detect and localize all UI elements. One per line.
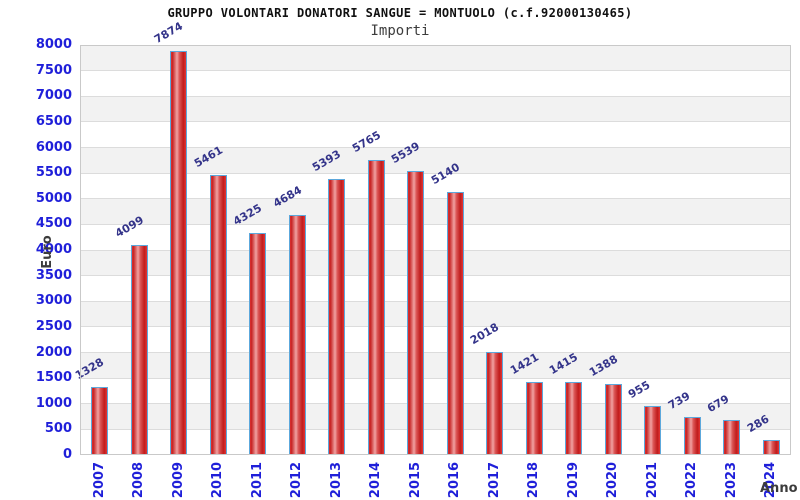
bar xyxy=(367,159,385,455)
bar xyxy=(407,171,425,455)
grid-band xyxy=(80,301,791,327)
grid-line xyxy=(80,403,791,405)
grid-line xyxy=(80,326,791,328)
y-tick-label: 8000 xyxy=(35,37,72,52)
bar xyxy=(170,51,188,455)
bar xyxy=(249,233,267,455)
grid-line xyxy=(80,147,791,148)
x-tick-label: 2019 xyxy=(565,461,581,499)
y-tick-label: 2000 xyxy=(35,344,72,360)
y-tick-label: 4000 xyxy=(35,242,72,257)
x-tick-label: 2013 xyxy=(328,461,344,499)
x-tick-label: 2021 xyxy=(644,461,660,499)
grid-line xyxy=(80,377,791,379)
bar xyxy=(604,383,622,455)
x-tick-label: 2014 xyxy=(368,461,384,499)
grid-line xyxy=(80,121,791,123)
bar xyxy=(446,191,464,455)
grid-band xyxy=(80,352,791,379)
bar xyxy=(209,175,227,455)
x-tick-label: 2009 xyxy=(170,461,186,499)
x-tick-label: 2011 xyxy=(249,461,265,499)
grid-line xyxy=(80,223,791,225)
x-tick-label: 2016 xyxy=(447,461,463,499)
bar xyxy=(288,214,306,455)
x-tick-label: 2017 xyxy=(486,461,502,499)
y-tick-label: 1000 xyxy=(35,395,72,411)
y-tick-label: 6500 xyxy=(35,113,72,129)
grid-band xyxy=(80,250,791,276)
grid-line xyxy=(80,352,791,353)
chart-subtitle: Importi xyxy=(370,23,430,39)
y-tick-label: 6000 xyxy=(35,139,72,155)
y-tick-label: 5500 xyxy=(35,165,72,181)
plot-area: 0 500 1000 1500 2000 2500 3000 3500 4000 4500 5000… xyxy=(36,20,791,498)
grid-line xyxy=(80,275,791,277)
x-axis-title: Anno xyxy=(760,481,798,496)
grid-line xyxy=(80,249,791,251)
bar xyxy=(486,351,504,455)
y-tick-label: 5000 xyxy=(35,190,72,206)
bar xyxy=(525,382,543,455)
grid-line xyxy=(80,172,791,174)
y-axis-title: Euro xyxy=(40,235,55,269)
bar xyxy=(565,382,583,455)
y-tick-label: 7000 xyxy=(35,88,72,104)
x-tick-label: 2020 xyxy=(605,461,621,499)
grid-band xyxy=(80,96,791,122)
x-tick-label: 2012 xyxy=(289,461,305,499)
x-tick-label: 2022 xyxy=(684,461,700,499)
bar-value-label: 955 xyxy=(626,378,653,402)
x-tick-label: 2015 xyxy=(407,461,423,499)
bar xyxy=(328,178,346,455)
bar-value-label: 1328 xyxy=(73,355,107,383)
y-tick-label: 3500 xyxy=(35,267,72,283)
x-tick-label: 2018 xyxy=(526,461,542,499)
y-tick-label: 4500 xyxy=(35,216,72,232)
x-tick-label: 2010 xyxy=(210,461,226,499)
grid-line xyxy=(80,300,791,302)
x-tick-label: 2007 xyxy=(91,461,107,499)
grid-line xyxy=(80,428,791,430)
y-tick-label: 2500 xyxy=(35,318,72,334)
y-tick-label: 500 xyxy=(44,421,72,437)
y-tick-label: 0 xyxy=(62,447,72,462)
grid-band xyxy=(80,45,791,71)
y-tick-label: 7500 xyxy=(35,62,72,78)
x-tick-label: 2008 xyxy=(131,461,147,499)
x-tick-label: 2023 xyxy=(723,461,739,499)
bar xyxy=(130,244,148,455)
bar xyxy=(91,386,109,455)
grid-line xyxy=(80,198,791,200)
grid-line xyxy=(80,95,791,97)
grid-line xyxy=(80,70,791,72)
grid-band xyxy=(80,403,791,430)
grid-band xyxy=(80,198,791,225)
chart-title: GRUPPO VOLONTARI DONATORI SANGUE = MONTU… xyxy=(167,6,633,20)
bar xyxy=(644,406,662,455)
grid-band xyxy=(80,147,791,174)
y-tick-label: 1500 xyxy=(35,370,72,386)
y-tick-label: 3000 xyxy=(35,293,72,309)
